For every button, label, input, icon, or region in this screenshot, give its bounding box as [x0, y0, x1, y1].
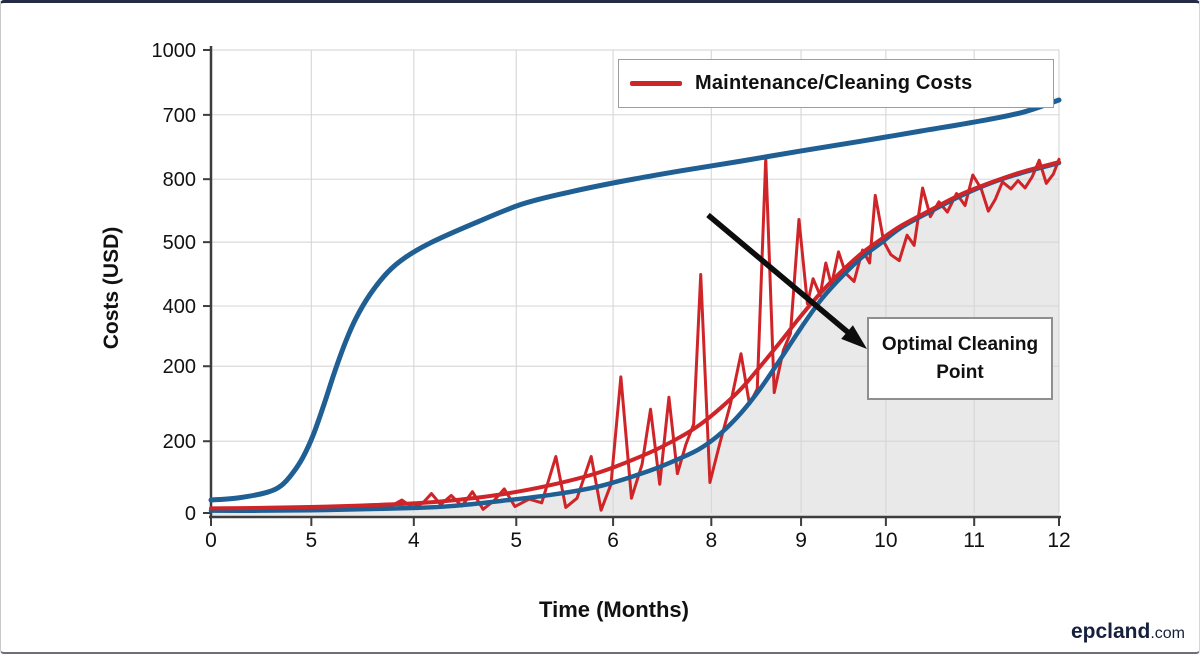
annotation-arrow-head [841, 325, 867, 349]
x-tick-label: 8 [705, 529, 717, 552]
legend: Maintenance/Cleaning Costs [618, 59, 1054, 108]
y-tick-label: 400 [163, 296, 196, 318]
cost-vs-time-chart: 1000 700 800 500 400 200 200 00 5 4 5 6 8 9 10 11 12 [152, 40, 1071, 552]
x-tick-label: 5 [306, 529, 318, 552]
x-tick-label: 10 [874, 529, 897, 552]
x-tick-label: 11 [963, 529, 985, 552]
y-tick-label: 200 [163, 356, 196, 378]
series-maintenance-trend-smooth-red [209, 160, 1061, 511]
x-tick-label: 4 [408, 529, 420, 552]
watermark-suffix: .com [1150, 625, 1185, 642]
x-tick-label: 9 [795, 529, 807, 552]
series-unlabeled-upper-blue-curve [208, 97, 1062, 503]
y-tick-label: 500 [163, 232, 196, 254]
annotation-arrow-shaft [706, 212, 852, 337]
watermark-brand: epcland [1070, 620, 1151, 643]
annotation-text: Optimal Cleaning Point [881, 333, 1039, 383]
y-axis-title: Costs (USD) [100, 226, 123, 350]
area-fill-unlabeled-lower-blue-curve-shaded [211, 162, 1059, 517]
x-tick-label: 6 [607, 529, 619, 552]
legend-label: Maintenance/Cleaning Costs [695, 72, 973, 94]
x-axis-title: Time (Months) [539, 597, 689, 622]
y-tick-label: 200 [163, 431, 196, 453]
maintenance-costs-line-swatch [630, 81, 682, 86]
y-tick-label: 1000 [152, 40, 197, 62]
x-tick-label: 12 [1047, 529, 1070, 552]
optimal-cleaning-point-callout: Optimal Cleaning Point [867, 317, 1053, 400]
epcland-watermark: epcland.com [1071, 620, 1185, 644]
x-tick-label: 5 [510, 529, 522, 552]
y-tick-label: 0 [185, 503, 196, 525]
y-tick-label: 700 [163, 105, 196, 127]
x-tick-label: 0 [205, 529, 217, 552]
y-tick-label: 800 [163, 169, 196, 191]
